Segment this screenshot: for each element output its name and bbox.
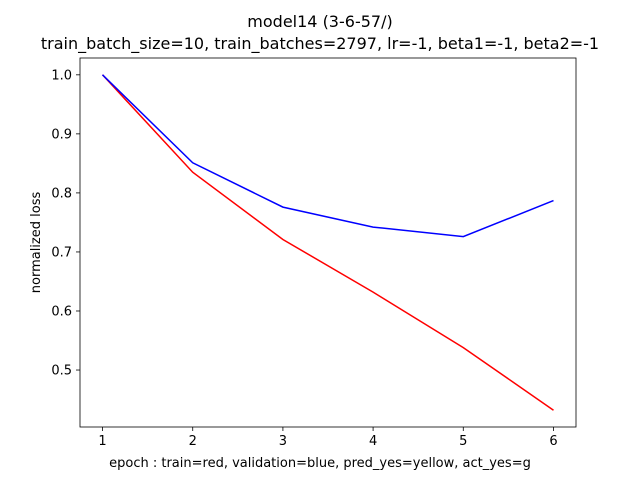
x-axis-label: epoch : train=red, validation=blue, pred… [109, 456, 531, 471]
y-axis-label: normalized loss [28, 191, 44, 294]
y-tick-label: 0.9 [51, 127, 72, 142]
x-tick-label: 1 [98, 434, 106, 449]
y-tick-label: 0.6 [51, 304, 72, 319]
plot-frame [79, 57, 577, 428]
chart-subtitle: train_batch_size=10, train_batches=2797,… [40, 34, 600, 53]
x-tick-label: 6 [549, 434, 557, 449]
x-tick-label: 4 [369, 434, 377, 449]
y-tick-label: 0.7 [51, 245, 72, 260]
series-line-0 [101, 74, 554, 411]
x-tick-label: 3 [279, 434, 287, 449]
series-line-1 [101, 74, 554, 238]
chart-title: model14 (3-6-57/) [247, 12, 393, 31]
x-tick-label: 5 [459, 434, 467, 449]
y-tick-label: 0.5 [51, 364, 72, 379]
x-tick-label: 2 [189, 434, 197, 449]
y-tick-label: 0.8 [51, 186, 72, 201]
y-tick-label: 1.0 [51, 68, 72, 83]
